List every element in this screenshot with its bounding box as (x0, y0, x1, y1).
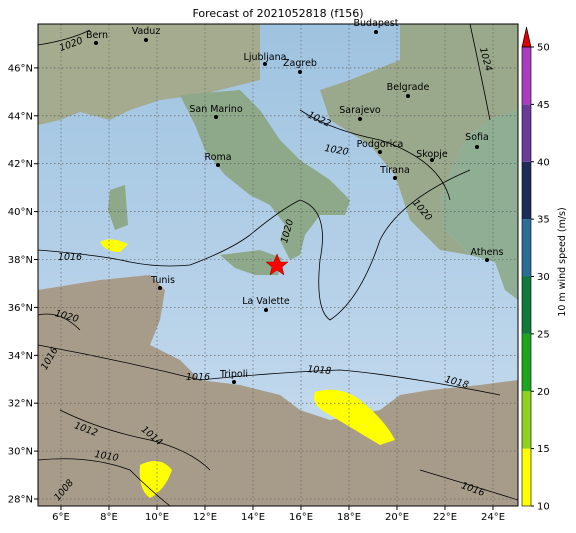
city-dot (406, 94, 410, 98)
isobar-label: 1020 (324, 143, 350, 158)
city-label: Ljubljana (244, 52, 287, 63)
city-dot (144, 38, 148, 42)
wind-patch (139, 461, 172, 498)
city-dot (430, 158, 434, 162)
lat-label: 30°N (8, 447, 33, 458)
land-sardinia (108, 185, 128, 230)
lon-label: 18°E (337, 512, 361, 523)
colorbar-label: 10 m wind speed (m/s) (557, 207, 568, 316)
isobars (37, 23, 519, 507)
colorbar-tick-label: 10 (537, 502, 550, 513)
lat-label: 32°N (8, 399, 33, 410)
city-label: Athens (471, 247, 504, 258)
lat-label: 34°N (8, 351, 33, 362)
colorbar-tick-label: 45 (537, 100, 550, 111)
city-dot (158, 286, 162, 290)
isobar-label: 1010 (94, 449, 120, 464)
colorbar: 10 15 20 25 30 35 40 45 50 10 m wind speed (m/s) (521, 26, 568, 513)
lon-label: 10°E (145, 512, 169, 523)
isobar-label: 1016 (58, 252, 82, 263)
city-label: Bern (86, 30, 108, 41)
city-label: Zagreb (283, 58, 317, 69)
colorbar-extend (521, 26, 532, 48)
city-label: Belgrade (387, 82, 430, 93)
lon-label: 6°E (52, 512, 70, 523)
city-dot (374, 30, 378, 34)
city-dot (263, 62, 267, 66)
lat-label: 44°N (8, 111, 33, 122)
lon-label: 8°E (100, 512, 118, 523)
land-africa (38, 275, 518, 506)
colorbar-tick-label: 35 (537, 215, 550, 226)
city-label: Skopje (416, 149, 448, 160)
city-label: Sarajevo (339, 105, 381, 116)
lon-label: 20°E (385, 512, 409, 523)
lat-label: 42°N (8, 159, 33, 170)
colorbar-segment (522, 104, 531, 162)
graticule (38, 24, 518, 506)
colorbar-tick-label: 15 (537, 444, 550, 455)
lon-label: 12°E (193, 512, 217, 523)
land-italy (180, 90, 350, 260)
star-marker (265, 253, 289, 276)
city-label: Tripoli (219, 369, 248, 380)
lat-label: 40°N (8, 207, 33, 218)
colorbar-segment (522, 47, 531, 105)
title: Forecast of 2021052818 (f156) (192, 7, 363, 20)
map-frame (37, 23, 519, 507)
city-label: La Valette (242, 296, 290, 307)
city-label: Sofia (465, 132, 489, 143)
city-label: Tirana (379, 165, 410, 176)
lat-label: 38°N (8, 255, 33, 266)
city-label: Podgorica (357, 139, 404, 150)
city-dot (378, 150, 382, 154)
city-dot (264, 308, 268, 312)
isobar-label: 1016 (186, 372, 210, 383)
lon-label: 24°E (481, 512, 505, 523)
city-label: Roma (204, 152, 231, 163)
lat-label: 36°N (8, 303, 33, 314)
city-label: Vaduz (132, 26, 161, 37)
land-alps (38, 24, 260, 125)
lon-label: 14°E (241, 512, 265, 523)
city-dot (216, 163, 220, 167)
colorbar-tick-label: 50 (537, 43, 550, 54)
colorbar-tick-label: 40 (537, 157, 550, 168)
colorbar-segment (522, 391, 531, 449)
wind-patch (100, 239, 128, 252)
lat-label: 46°N (8, 63, 33, 74)
colorbar-segment (522, 161, 531, 220)
colorbar-segment (522, 276, 531, 334)
city-dot (358, 117, 362, 121)
city-dot (485, 258, 489, 262)
land-sicily (220, 250, 282, 275)
isobar-label: 1018 (307, 364, 332, 377)
colorbar-segment (522, 333, 531, 392)
colorbar-tick-label: 30 (537, 272, 550, 283)
colorbar-tick-label: 20 (537, 387, 550, 398)
city-dot (214, 115, 218, 119)
lon-label: 16°E (289, 512, 313, 523)
lon-label: 22°E (433, 512, 457, 523)
colorbar-segment (522, 448, 531, 506)
city-dot (94, 41, 98, 45)
city-dot (393, 176, 397, 180)
land-north (38, 24, 518, 255)
colorbar-tick-label: 25 (537, 329, 550, 340)
city-label: San Marino (189, 104, 242, 115)
city-dot (298, 70, 302, 74)
city-dot (475, 145, 479, 149)
city-label: Tunis (150, 275, 175, 286)
colorbar-segment (522, 219, 531, 277)
city-dot (232, 380, 236, 384)
lat-label: 28°N (8, 495, 33, 506)
map: Bern VaduzBudapestLjubljanaZagrebBelgrade… (37, 18, 519, 507)
wind-patch (314, 389, 395, 445)
